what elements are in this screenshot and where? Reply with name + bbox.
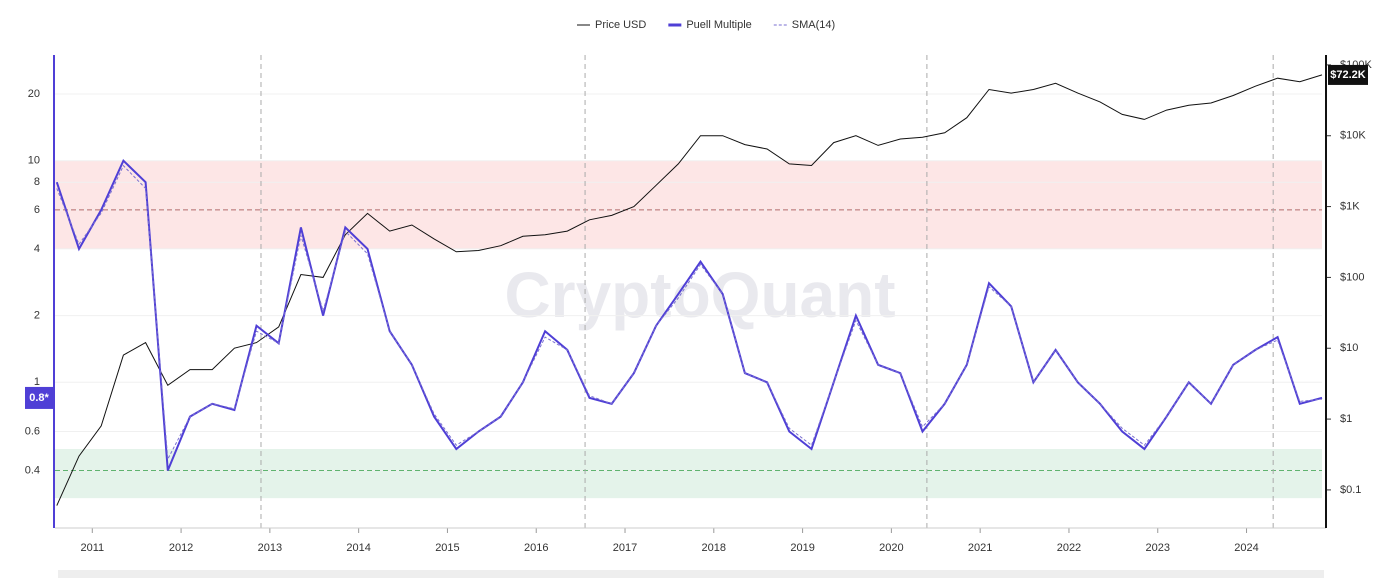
y-tick-label: 4 <box>34 243 40 255</box>
x-tick-label: 2016 <box>524 542 548 554</box>
y-tick-label: 0.6 <box>25 425 40 437</box>
watermark: CryptoQuant <box>504 259 895 331</box>
legend-label: Puell Multiple <box>686 19 751 31</box>
y-tick-label: 2 <box>34 310 40 322</box>
x-tick-label: 2014 <box>346 542 370 554</box>
y2-tick-label: $100 <box>1340 271 1364 283</box>
x-tick-label: 2012 <box>169 542 193 554</box>
y-tick-label: 0.4 <box>25 464 40 476</box>
x-tick-label: 2015 <box>435 542 459 554</box>
legend-label: Price USD <box>595 19 646 31</box>
zone-band <box>55 448 1322 499</box>
x-tick-label: 2023 <box>1146 542 1170 554</box>
x-tick-label: 2013 <box>258 542 282 554</box>
x-tick-label: 2022 <box>1057 542 1081 554</box>
series-line <box>56 164 1323 461</box>
y2-tick-label: $10K <box>1340 130 1366 142</box>
y2-tick-label: $1K <box>1340 200 1360 212</box>
x-tick-label: 2017 <box>613 542 637 554</box>
scrollbar <box>58 570 1324 578</box>
y2-tick-label: $0.1 <box>1340 484 1361 496</box>
y2-tick-label: $10 <box>1340 342 1358 354</box>
y-tick-label: 6 <box>34 204 40 216</box>
x-tick-label: 2019 <box>790 542 814 554</box>
y-tick-label: 10 <box>28 155 40 167</box>
series-line <box>55 158 1323 471</box>
y-tick-label: 20 <box>28 88 40 100</box>
x-tick-label: 2021 <box>968 542 992 554</box>
y2-tick-label: $1 <box>1340 413 1352 425</box>
y-tick-label: 1 <box>34 376 40 388</box>
legend-label: SMA(14) <box>792 19 835 31</box>
current-value-box <box>25 386 53 409</box>
x-tick-label: 2011 <box>80 542 104 554</box>
zone-band <box>55 160 1322 249</box>
current-price-box <box>1328 64 1368 85</box>
x-tick-label: 2018 <box>702 542 726 554</box>
x-tick-label: 2024 <box>1234 542 1258 554</box>
y-tick-label: 8 <box>34 176 40 188</box>
x-tick-label: 2020 <box>879 542 903 554</box>
current-value: 0.8* <box>29 392 49 404</box>
current-price: $72.2K <box>1330 69 1366 81</box>
